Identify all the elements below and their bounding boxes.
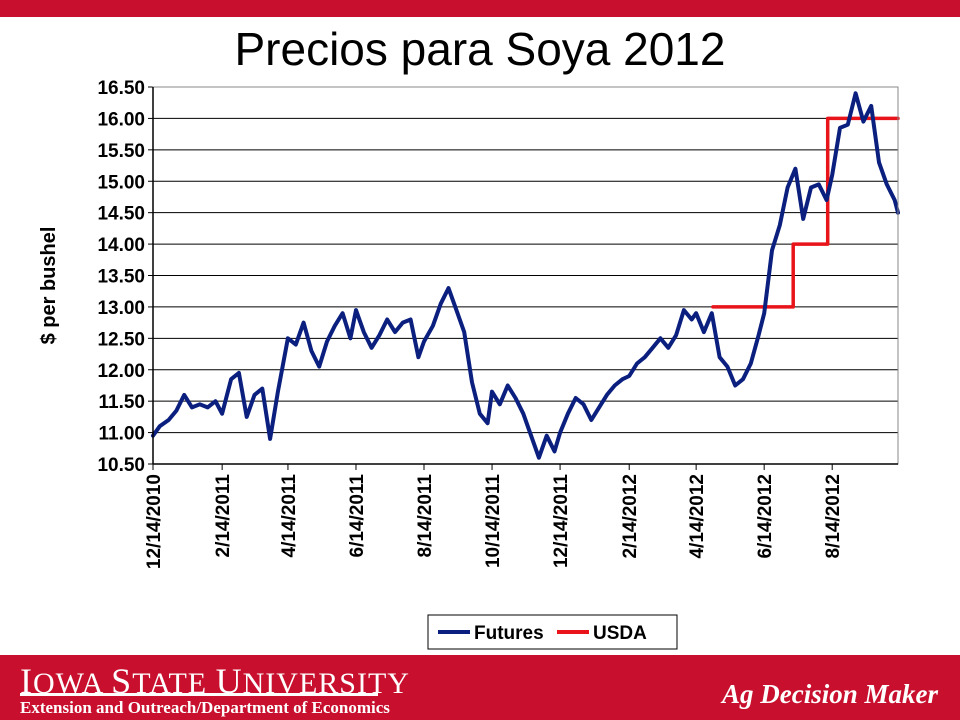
x-tick-label: 12/14/2010 (144, 474, 165, 569)
y-tick-label: 16.00 (97, 109, 145, 130)
x-tick-label: 8/14/2012 (823, 474, 844, 559)
x-tick-label: 2/14/2011 (213, 474, 234, 558)
x-tick-label: 2/14/2012 (620, 474, 641, 559)
soybean-price-chart: 10.50 11.00 11.50 12.00 12.50 13.00 13.50 14.00… (38, 78, 900, 650)
x-tick-label: 10/14/2011 (483, 474, 504, 568)
y-tick-label: 15.00 (97, 172, 145, 193)
y-axis-label: $ per bushel (38, 227, 60, 345)
brand-name: Ag Decision Maker (722, 679, 938, 709)
y-tick-label: 10.50 (97, 455, 145, 476)
y-tick-label: 14.00 (97, 235, 145, 256)
x-tick-label: 6/14/2012 (755, 474, 776, 559)
series-line-futures (151, 91, 900, 460)
y-tick-label: 13.50 (97, 267, 145, 288)
y-tick-label: 11.00 (99, 424, 146, 445)
department-name: Extension and Outreach/Department of Eco… (20, 698, 390, 717)
x-tick-label: 4/14/2012 (687, 474, 708, 559)
x-tick-label: 12/14/2011 (551, 474, 572, 568)
slide-title: Precios para Soya 2012 (234, 23, 726, 75)
y-tick-label: 12.50 (97, 329, 145, 350)
legend-label-futures: Futures (474, 623, 544, 644)
y-tick-label: 12.00 (97, 361, 145, 382)
y-tick-label: 14.50 (97, 204, 145, 225)
y-tick-label: 11.50 (99, 392, 146, 413)
y-tick-label: 15.50 (97, 141, 145, 162)
logo-underline (20, 693, 378, 696)
x-tick-label: 4/14/2011 (279, 474, 300, 558)
x-tick-label: 6/14/2011 (347, 474, 368, 558)
x-tick-label: 8/14/2011 (415, 474, 436, 558)
footer-bar: IOWA STATE UNIVERSITY Extension and Outr… (0, 655, 960, 720)
y-tick-label: 13.00 (97, 298, 145, 319)
y-tick-label: 16.50 (97, 78, 145, 99)
top-accent-bar (0, 0, 960, 17)
legend-label-usda: USDA (593, 623, 647, 644)
series-line-usda (711, 116, 900, 309)
